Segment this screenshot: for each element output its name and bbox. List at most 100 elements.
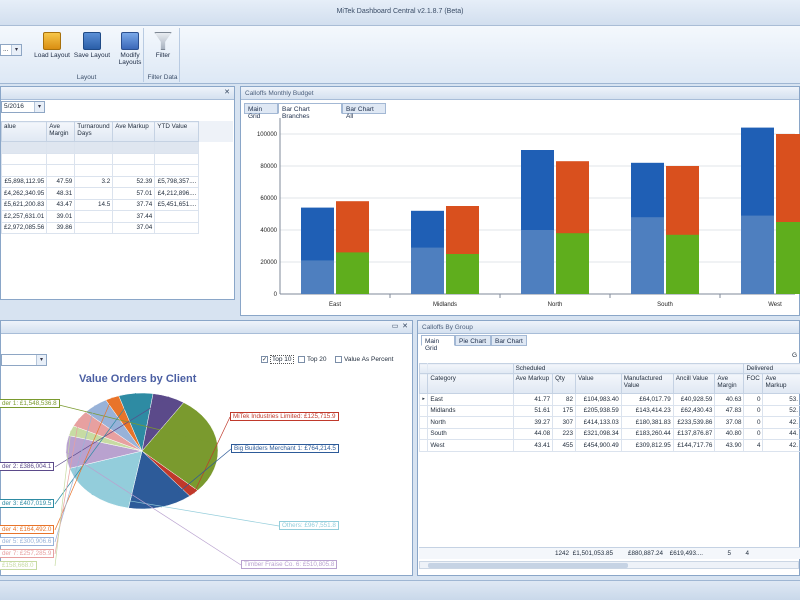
date-combo[interactable]: 5/2016 ▾ — [1, 101, 45, 113]
table-cell: 51.61 — [512, 404, 554, 417]
percent-checkbox[interactable] — [335, 356, 342, 363]
leader-line — [54, 397, 113, 531]
column-header[interactable]: Qty — [552, 373, 576, 394]
table-cell: South — [427, 427, 514, 440]
table-cell: £2,972,085.56 — [0, 221, 48, 234]
column-header[interactable]: Ave Markup — [112, 121, 156, 142]
close-icon[interactable]: ✕ — [402, 323, 408, 330]
table-cell: £180,381.83 — [620, 416, 674, 429]
top20-checkbox[interactable] — [298, 356, 305, 363]
table-cell: £104,983.40 — [574, 393, 622, 406]
table-cell: 43.47 — [46, 198, 76, 211]
column-header[interactable]: Category — [427, 373, 514, 394]
bar-inner-midlands-s1[interactable] — [446, 254, 479, 294]
table-row[interactable]: West 43.41 455 £454,900.49 £309,812.95 £144,7… — [418, 439, 800, 452]
save-layout-button[interactable]: Save Layout — [72, 32, 112, 59]
column-header[interactable]: Manufactured Value — [620, 373, 674, 394]
chevron-down-icon[interactable]: ▾ — [34, 102, 44, 112]
table-row[interactable]: £2,972,085.56 39.86 37.04 — [0, 221, 233, 234]
folder-icon — [43, 32, 61, 50]
top10-checkbox[interactable]: ✓ — [261, 356, 268, 363]
tab-label: Main Grid — [425, 338, 440, 352]
pie-panel-header — [1, 321, 412, 334]
column-header[interactable]: YTD Value — [154, 121, 200, 142]
table-row[interactable]: Midlands 51.61 175 £205,938.59 £143,414.23 £6… — [418, 404, 800, 417]
table-row[interactable]: North 39.27 307 £414,133.03 £180,381.83 £233,… — [418, 416, 800, 429]
column-header[interactable]: Turnaround Days — [74, 121, 114, 142]
pie-labels: der 1: £1,548,536.8 MiTek Industries Limi… — [0, 386, 413, 574]
percent-option[interactable]: Value As Percent — [335, 356, 393, 363]
band-spacer — [418, 363, 429, 374]
column-header[interactable]: alue — [0, 121, 48, 142]
table-cell: 42. — [762, 439, 800, 452]
tab-main-grid[interactable]: Main Grid — [244, 103, 278, 120]
bar-inner-south-s1[interactable] — [666, 234, 699, 294]
table-cell — [154, 164, 200, 177]
pie-filter-combo[interactable]: ▾ — [1, 354, 47, 366]
table-cell: £137,876.87 — [672, 427, 716, 440]
table-row[interactable]: ▸ East 41.77 82 £104,983.40 £64,017.79 £40,928… — [418, 393, 800, 406]
table-cell — [112, 141, 156, 154]
band-scheduled: Scheduled — [512, 363, 745, 374]
bar-inner-midlands-s0[interactable] — [411, 247, 444, 294]
ribbon-combo[interactable]: ... ▾ — [0, 44, 22, 56]
column-header[interactable]: Ave Margin — [714, 373, 745, 394]
leader-line — [54, 392, 137, 505]
pie-slice[interactable] — [69, 450, 143, 509]
filter-button[interactable]: Filter — [143, 32, 183, 59]
table-row[interactable]: £5,621,200.83 43.47 14.5 37.74 £5,451,651...… — [0, 198, 233, 211]
column-header[interactable]: Ancill Value — [672, 373, 716, 394]
table-cell: 53. — [762, 393, 800, 406]
scrollbar-thumb[interactable] — [428, 563, 628, 568]
column-header[interactable]: Value — [574, 373, 622, 394]
table-row[interactable] — [0, 164, 233, 177]
bar-inner-west-s1[interactable] — [776, 222, 800, 294]
chevron-down-icon[interactable]: ▾ — [36, 355, 46, 365]
close-icon[interactable]: ✕ — [224, 89, 230, 96]
leader-line — [193, 416, 231, 494]
y-tick-label: 0 — [274, 292, 278, 298]
table-cell — [74, 152, 114, 165]
column-header[interactable]: Ave Markup — [512, 373, 554, 394]
bar-inner-north-s0[interactable] — [521, 230, 554, 294]
bar-inner-south-s0[interactable] — [631, 217, 664, 294]
restore-icon[interactable]: ▭ — [391, 323, 399, 330]
horizontal-scrollbar[interactable] — [419, 561, 799, 569]
column-header[interactable]: FOC — [743, 373, 764, 394]
table-cell: 0 — [743, 393, 764, 406]
chevron-down-icon[interactable]: ▾ — [11, 45, 21, 55]
table-cell: 0 — [743, 404, 764, 417]
table-cell: 14.5 — [74, 198, 114, 211]
table-cell: £5,621,200.83 — [0, 198, 48, 211]
pie-data-label: der 5: £300,906.6 — [0, 537, 55, 546]
table-row[interactable] — [0, 141, 233, 154]
tab-bar-chart-all[interactable]: Bar Chart All — [342, 103, 386, 120]
load-layout-button[interactable]: Load Layout — [32, 32, 72, 59]
table-cell: £62,430.43 — [672, 404, 716, 417]
table-row[interactable]: £5,898,112.95 47.59 3.2 52.39 £5,798,357.... — [0, 175, 233, 188]
edit-layout-icon — [121, 32, 139, 50]
x-tick-label: North — [548, 302, 563, 308]
table-cell: 223 — [552, 427, 576, 440]
column-header[interactable]: Ave Margin — [46, 121, 76, 142]
table-row[interactable]: £2,257,631.01 39.01 37.44 — [0, 210, 233, 223]
table-cell: 37.08 — [714, 416, 745, 429]
table-row[interactable] — [0, 152, 233, 165]
group-grid: Scheduled Delivered Category Ave Markup Qt… — [418, 363, 800, 452]
tab-pie-chart[interactable]: Pie Chart — [455, 335, 491, 346]
table-row[interactable]: £4,262,340.95 48.31 57.01 £4,212,896.... — [0, 187, 233, 200]
tab-bar-chart-branches[interactable]: Bar Chart Branches — [278, 103, 342, 120]
tab-bar-chart[interactable]: Bar Chart — [491, 335, 527, 346]
top10-option[interactable]: ✓ Top 10 — [261, 355, 294, 365]
top20-option[interactable]: Top 20 — [298, 356, 327, 363]
bar-inner-east-s1[interactable] — [336, 252, 369, 294]
table-cell: £64,017.79 — [620, 393, 674, 406]
column-header[interactable]: Ave Markup — [762, 373, 800, 394]
bar-inner-west-s0[interactable] — [741, 215, 774, 294]
bar-inner-east-s0[interactable] — [301, 260, 334, 294]
band-delivered: Delivered — [743, 363, 800, 374]
bar-inner-north-s1[interactable] — [556, 233, 589, 294]
table-row[interactable]: South 44.08 223 £321,098.34 £183,260.44 £137,… — [418, 427, 800, 440]
modify-layouts-button[interactable]: Modify Layouts — [110, 32, 150, 66]
tab-main-grid[interactable]: Main Grid — [421, 335, 455, 352]
